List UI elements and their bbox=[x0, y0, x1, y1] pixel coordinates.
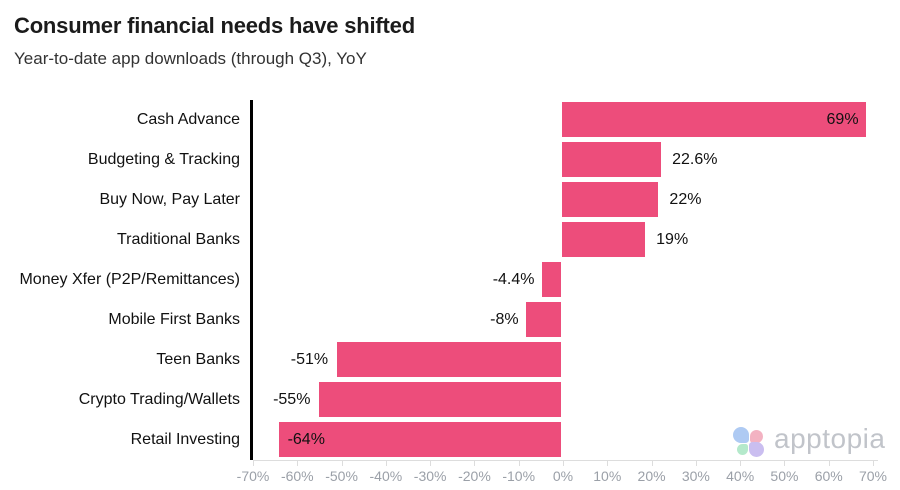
plot-cell: -51% bbox=[250, 340, 870, 380]
x-tick-label: 40% bbox=[726, 468, 755, 484]
x-tick-label: 20% bbox=[637, 468, 666, 484]
plot-cell: -8% bbox=[250, 300, 870, 340]
chart-row: Mobile First Banks -8% bbox=[0, 300, 900, 340]
value-label: -64% bbox=[287, 431, 325, 448]
plot-cell: 69% bbox=[250, 100, 870, 140]
category-label: Money Xfer (P2P/Remittances) bbox=[19, 271, 240, 288]
x-axis-tick bbox=[253, 461, 254, 466]
bar-chart: Cash Advance 69% Budgeting & Tracking 22.6%… bbox=[0, 100, 900, 488]
x-tick-label: -20% bbox=[458, 468, 491, 484]
plot-cell: 19% bbox=[250, 220, 870, 260]
chart-row: Teen Banks -51% bbox=[0, 340, 900, 380]
x-tick-label: -70% bbox=[236, 468, 270, 484]
chart-subtitle: Year-to-date app downloads (through Q3),… bbox=[14, 49, 367, 68]
x-tick-label: -10% bbox=[502, 468, 536, 484]
category-label: Mobile First Banks bbox=[108, 311, 240, 328]
x-tick-label: 70% bbox=[858, 468, 888, 484]
bar[interactable] bbox=[561, 142, 662, 177]
bar[interactable] bbox=[542, 262, 562, 297]
x-tick-label: 10% bbox=[593, 468, 622, 484]
chart-row: Crypto Trading/Wallets -55% bbox=[0, 380, 900, 420]
x-axis-tick bbox=[385, 461, 387, 466]
page-title: Consumer financial needs have shifted bbox=[14, 13, 415, 38]
category-label: Cash Advance bbox=[136, 111, 240, 128]
value-label: -4.4% bbox=[492, 271, 535, 288]
chart-row: Buy Now, Pay Later 22% bbox=[0, 180, 900, 220]
value-label: 22% bbox=[669, 191, 702, 208]
bar[interactable] bbox=[561, 102, 866, 137]
x-tick-label: -30% bbox=[413, 468, 447, 484]
value-label: 22.6% bbox=[672, 151, 718, 168]
plot-cell: -64% bbox=[250, 420, 870, 460]
flower-petal-blue bbox=[733, 427, 749, 443]
chart-header: Consumer financial needs have shifted Ye… bbox=[14, 13, 415, 69]
value-label: -51% bbox=[290, 351, 329, 368]
x-axis-tick bbox=[474, 461, 476, 466]
bar[interactable] bbox=[561, 182, 659, 217]
x-tick-label: -50% bbox=[325, 468, 358, 484]
chart-row: Budgeting & Tracking 22.6% bbox=[0, 140, 900, 180]
x-axis-tick bbox=[873, 461, 874, 466]
chart-row: Money Xfer (P2P/Remittances) -4.4% bbox=[0, 260, 900, 300]
x-axis-tick bbox=[740, 461, 742, 466]
x-axis-tick bbox=[607, 461, 609, 466]
x-axis-tick bbox=[430, 461, 432, 466]
apptopia-logo-text: apptopia bbox=[774, 423, 886, 454]
category-label: Buy Now, Pay Later bbox=[99, 191, 240, 208]
x-axis-tick bbox=[563, 461, 564, 466]
x-tick-label: -60% bbox=[280, 468, 314, 484]
category-label: Traditional Banks bbox=[116, 231, 240, 248]
x-axis-tick bbox=[651, 461, 653, 466]
plot-cell: -55% bbox=[250, 380, 870, 420]
value-label: -55% bbox=[273, 391, 311, 408]
category-label: Budgeting & Tracking bbox=[87, 151, 240, 168]
x-axis-tick bbox=[784, 461, 786, 466]
apptopia-logo: apptopia bbox=[729, 421, 885, 457]
flower-petal-green bbox=[737, 444, 748, 455]
apptopia-flower-icon bbox=[729, 421, 767, 457]
x-axis-tick bbox=[828, 461, 830, 466]
x-tick-label: 0% bbox=[552, 468, 574, 484]
bar[interactable] bbox=[336, 342, 562, 377]
flower-petal-purple bbox=[749, 442, 764, 457]
flower-petal-pink bbox=[750, 430, 763, 443]
category-label: Teen Banks bbox=[156, 351, 240, 368]
x-axis: -70% -60% -50% -40% -30% -20% -10% 0% 10% 20% 30% 4… bbox=[237, 460, 887, 488]
x-tick-label: 30% bbox=[681, 468, 710, 484]
x-tick-label: 50% bbox=[770, 468, 799, 484]
x-tick-label: -40% bbox=[369, 468, 403, 484]
plot-cell: 22% bbox=[250, 180, 870, 220]
x-axis-tick bbox=[297, 461, 299, 466]
plot-cell: 22.6% bbox=[250, 140, 870, 180]
x-axis-tick bbox=[341, 461, 343, 466]
chart-row: Retail Investing -64% bbox=[0, 420, 900, 460]
chart-rows: Cash Advance 69% Budgeting & Tracking 22.6%… bbox=[0, 100, 900, 460]
x-axis-tick bbox=[695, 461, 697, 466]
plot-cell: -4.4% bbox=[250, 260, 870, 300]
category-label: Crypto Trading/Wallets bbox=[78, 391, 240, 408]
value-label: -8% bbox=[490, 311, 519, 328]
x-axis-tick bbox=[518, 461, 520, 466]
bar[interactable] bbox=[319, 382, 562, 417]
category-label: Retail Investing bbox=[130, 431, 240, 448]
chart-row: Traditional Banks 19% bbox=[0, 220, 900, 260]
bar[interactable] bbox=[561, 222, 646, 257]
x-tick-label: 60% bbox=[814, 468, 843, 484]
chart-row: Cash Advance 69% bbox=[0, 100, 900, 140]
bar[interactable] bbox=[526, 302, 562, 337]
value-label: 19% bbox=[656, 231, 689, 248]
value-label: 69% bbox=[826, 111, 859, 128]
bar[interactable] bbox=[279, 422, 562, 457]
